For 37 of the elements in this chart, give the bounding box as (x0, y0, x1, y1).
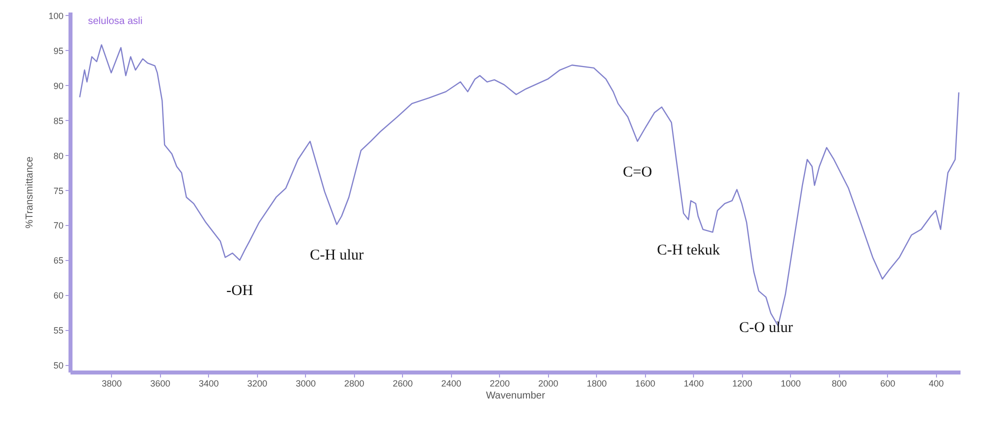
x-tick-label: 400 (928, 378, 944, 388)
x-tick-label: 3600 (150, 378, 170, 388)
y-tick-label: 85 (53, 116, 64, 126)
y-tick-label: 75 (53, 186, 64, 196)
y-tick-label: 50 (53, 360, 64, 371)
y-tick-label: 95 (53, 46, 64, 56)
x-tick-label: 1000 (780, 378, 801, 388)
x-tick-label: 1400 (684, 378, 704, 388)
x-tick-label: 1200 (732, 378, 752, 388)
y-tick-label: 80 (53, 150, 64, 161)
x-tick-label: 3000 (296, 378, 316, 388)
x-tick-label: 2600 (392, 378, 413, 388)
y-tick-label: 55 (53, 326, 64, 336)
x-tick-label: 2800 (344, 378, 364, 388)
annotation: C=O (622, 164, 652, 180)
x-tick-label: 2200 (490, 378, 510, 388)
y-tick-label: 90 (53, 80, 64, 91)
x-tick-label: 1600 (635, 378, 656, 388)
y-tick-label: 60 (53, 290, 64, 301)
x-tick-label: 1800 (586, 378, 607, 388)
annotation: C-H tekuk (656, 242, 720, 259)
y-axis-title: %Transmittance (24, 156, 36, 228)
y-tick-label: 70 (53, 220, 64, 231)
annotation: C-H ulur (310, 248, 364, 264)
x-tick-label: 2000 (538, 378, 558, 388)
y-tick-label: 65 (53, 256, 64, 266)
x-tick-label: 3400 (198, 378, 219, 388)
annotation: -OH (226, 283, 254, 300)
x-tick-label: 800 (832, 378, 847, 388)
annotation: selulosa asli (88, 16, 142, 27)
annotation: C-O ulur (739, 320, 793, 336)
x-tick-label: 600 (880, 378, 896, 388)
y-tick-label: 100 (48, 10, 64, 21)
x-tick-label: 3200 (247, 378, 268, 388)
x-tick-label: 2400 (441, 378, 462, 388)
x-tick-label: 3800 (102, 378, 122, 388)
x-axis-title: Wavenumber (486, 390, 546, 402)
